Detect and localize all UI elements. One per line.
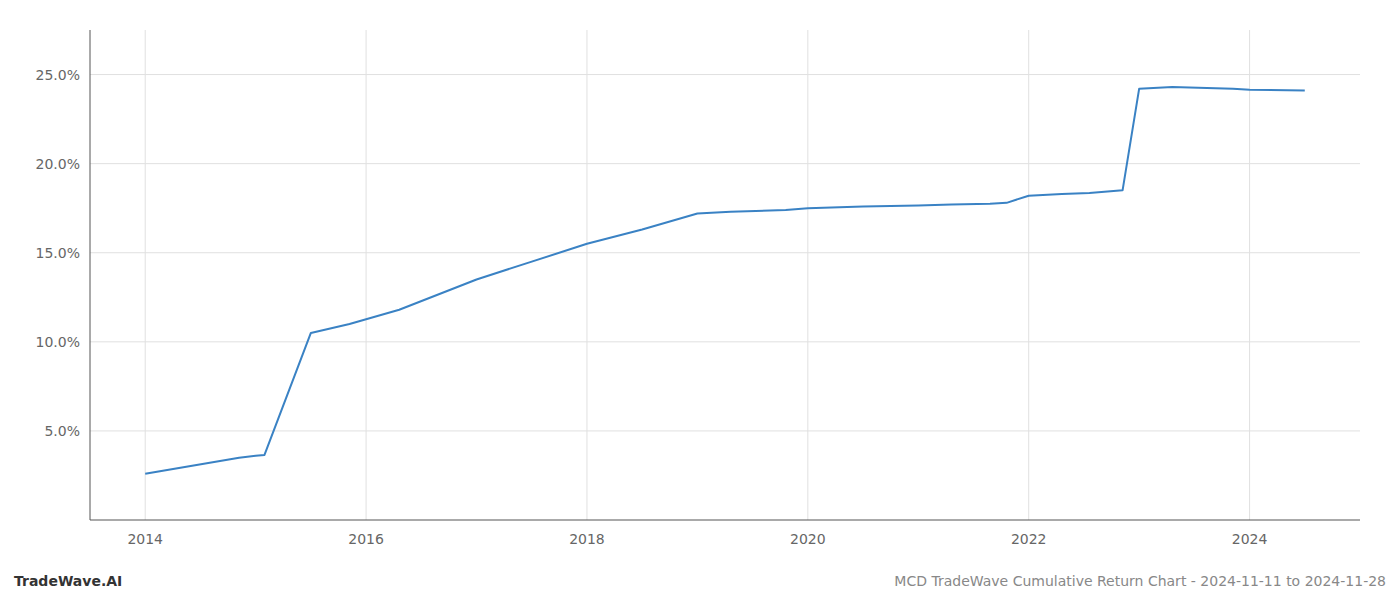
background [0,0,1400,600]
x-grid-line [145,30,146,520]
y-grid-line [90,430,1360,431]
y-tick-label: 10.0% [36,334,80,350]
y-tick-label: 25.0% [36,67,80,83]
x-grid-line [807,30,808,520]
x-axis-line [90,520,1360,521]
plot-area [145,87,1305,474]
y-grid-line [90,163,1360,164]
title: MCD TradeWave Cumulative Return Chart - … [894,573,1386,589]
y-grid-line [90,74,1360,75]
chart: 2014 2016 2018 2020 2022 2024 5.0% 10.0% 15.0% 20… [0,0,1400,600]
x-tick-label: 2016 [348,531,384,547]
x-grid-line [366,30,367,520]
y-tick-label: 20.0% [36,156,80,172]
y-grid-line [90,341,1360,342]
x-grid-line [1249,30,1250,520]
grid [90,30,1360,520]
x-grid-line [1028,30,1029,520]
data-line [145,87,1305,474]
x-tick-label: 2020 [790,531,826,547]
watermark: TradeWave.AI [14,573,122,589]
ticks: 2014 2016 2018 2020 2022 2024 5.0% 10.0% 15.0% 20… [36,67,1268,547]
x-grid-line [586,30,587,520]
x-tick-label: 2022 [1011,531,1047,547]
x-tick-label: 2018 [569,531,605,547]
x-tick-label: 2024 [1232,531,1268,547]
y-tick-label: 15.0% [36,245,80,261]
y-tick-label: 5.0% [44,423,80,439]
x-tick-label: 2014 [127,531,163,547]
y-grid-line [90,252,1360,253]
y-axis-line [90,30,91,520]
